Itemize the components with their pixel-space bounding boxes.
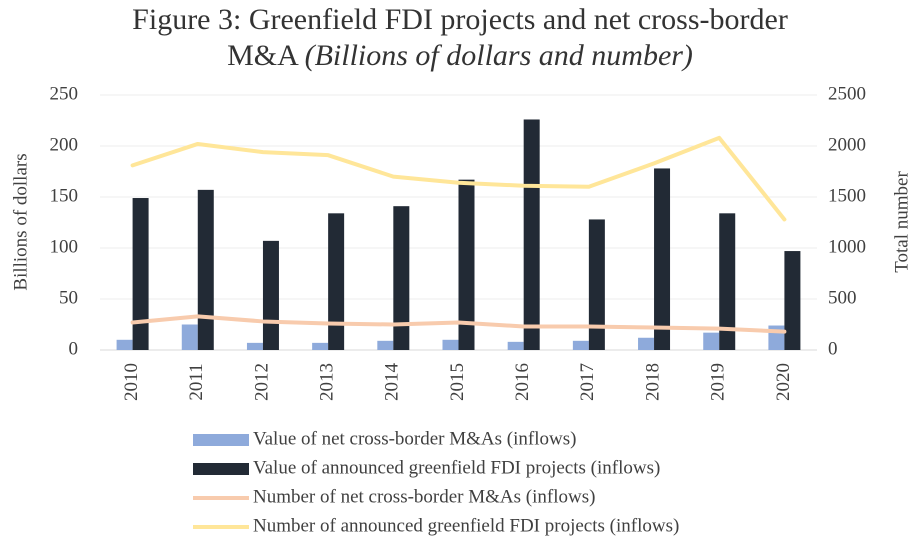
bar [719,213,736,350]
y2-tick-label: 1500 [828,185,866,206]
legend-swatch [193,463,249,475]
legend-swatch [193,434,249,446]
bar [197,189,214,350]
bar [246,342,263,350]
x-tick-label: 2012 [251,363,272,401]
bar [572,340,589,350]
bar [588,219,605,350]
x-tick-label: 2017 [577,363,598,401]
y2-tick-label: 2000 [828,134,866,155]
legend-label: Number of net cross-border M&As (inflows… [253,486,595,507]
bar [116,339,133,350]
bar [703,332,720,350]
legend-label: Value of announced greenfield FDI projec… [253,457,660,478]
y-tick-label: 0 [69,338,79,359]
bar [654,168,671,350]
bar [262,240,279,350]
line [130,314,787,334]
bar [181,324,198,350]
bar [638,337,655,350]
x-tick-label: 2014 [382,363,403,402]
line [130,135,787,222]
y-tick-label: 200 [50,134,79,155]
x-tick-label: 2011 [186,363,207,400]
bar [328,213,345,350]
legend-label: Value of net cross-border M&As (inflows) [253,428,576,449]
bar [784,251,801,350]
y-tick-label: 150 [50,185,79,206]
x-tick-label: 2013 [316,363,337,401]
y2-tick-label: 0 [828,338,838,359]
x-tick-label: 2015 [447,363,468,401]
y-tick-label: 250 [50,83,79,104]
y-tick-label: 100 [50,236,79,257]
bar [132,198,149,350]
x-tick-label: 2016 [512,363,533,401]
bar [393,206,410,350]
bar [312,342,329,350]
x-tick-label: 2018 [642,363,663,401]
bar [442,339,459,350]
chart-title-block: Figure 3: Greenfield FDI projects and ne… [100,2,820,74]
y2-tick-label: 500 [828,287,857,308]
chart-title: Figure 3: Greenfield FDI projects and ne… [132,3,788,72]
bar [377,340,394,350]
bar [458,179,475,350]
bar [523,119,540,350]
chart-subtitle: (Billions of dollars and number) [304,39,693,72]
x-tick-label: 2019 [708,363,729,401]
legend-label: Number of announced greenfield FDI proje… [253,515,679,536]
y-tick-label: 50 [59,287,78,308]
y-axis-label: Billions of dollars [10,153,31,290]
y2-axis-label: Total number [891,171,912,273]
x-tick-label: 2020 [773,363,794,401]
bar [507,341,524,350]
y2-tick-label: 2500 [828,83,866,104]
x-tick-label: 2010 [121,363,142,401]
y2-tick-label: 1000 [828,236,866,257]
